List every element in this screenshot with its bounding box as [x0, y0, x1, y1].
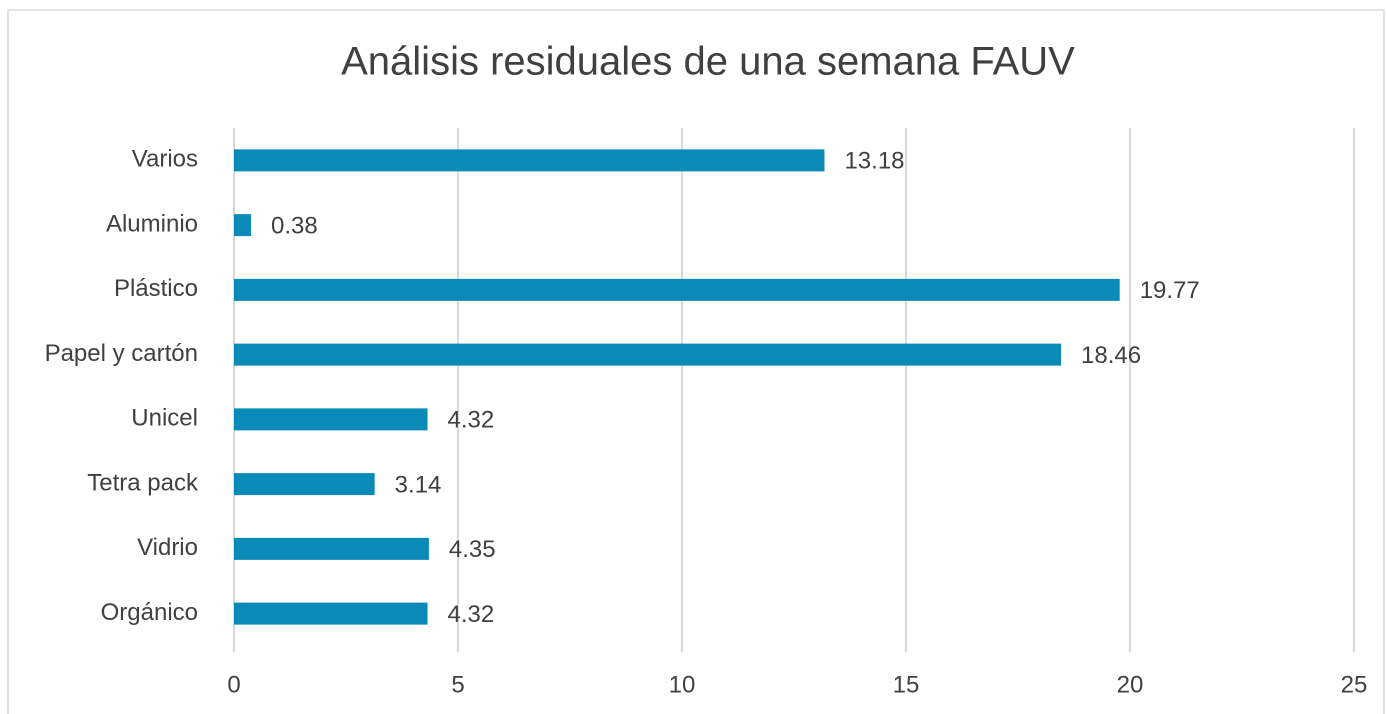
data-label: 4.32	[448, 407, 495, 434]
chart-frame	[7, 9, 1385, 714]
data-label: 4.32	[448, 601, 495, 628]
data-label: 3.14	[395, 471, 442, 498]
x-tick-label: 25	[1341, 671, 1368, 698]
data-label: 19.77	[1140, 277, 1200, 304]
bar	[234, 149, 825, 172]
y-tick-label: Papel y cartón	[45, 340, 198, 367]
x-tick-label: 15	[893, 671, 920, 698]
data-label: 13.18	[844, 148, 904, 175]
y-tick-label: Tetra pack	[87, 469, 199, 496]
bar	[234, 278, 1120, 301]
x-tick-label: 0	[227, 671, 240, 698]
bar	[234, 473, 375, 496]
y-tick-label: Vidrio	[137, 534, 198, 561]
bar	[234, 408, 428, 431]
y-tick-label: Aluminio	[106, 210, 198, 237]
y-tick-label: Unicel	[131, 405, 198, 432]
data-label: 4.35	[449, 536, 496, 563]
x-tick-label: 20	[1117, 671, 1144, 698]
y-tick-label: Varios	[132, 146, 198, 173]
bar	[234, 602, 428, 625]
chart-title: Análisis residuales de una semana FAUV	[341, 40, 1075, 84]
bar	[234, 343, 1062, 366]
bar	[234, 537, 429, 560]
x-tick-label: 10	[669, 671, 696, 698]
data-label: 18.46	[1081, 342, 1141, 369]
y-tick-label: Orgánico	[101, 599, 198, 626]
y-tick-label: Plástico	[114, 275, 198, 302]
x-tick-label: 5	[451, 671, 464, 698]
bar	[234, 214, 252, 237]
data-label: 0.38	[271, 212, 318, 239]
